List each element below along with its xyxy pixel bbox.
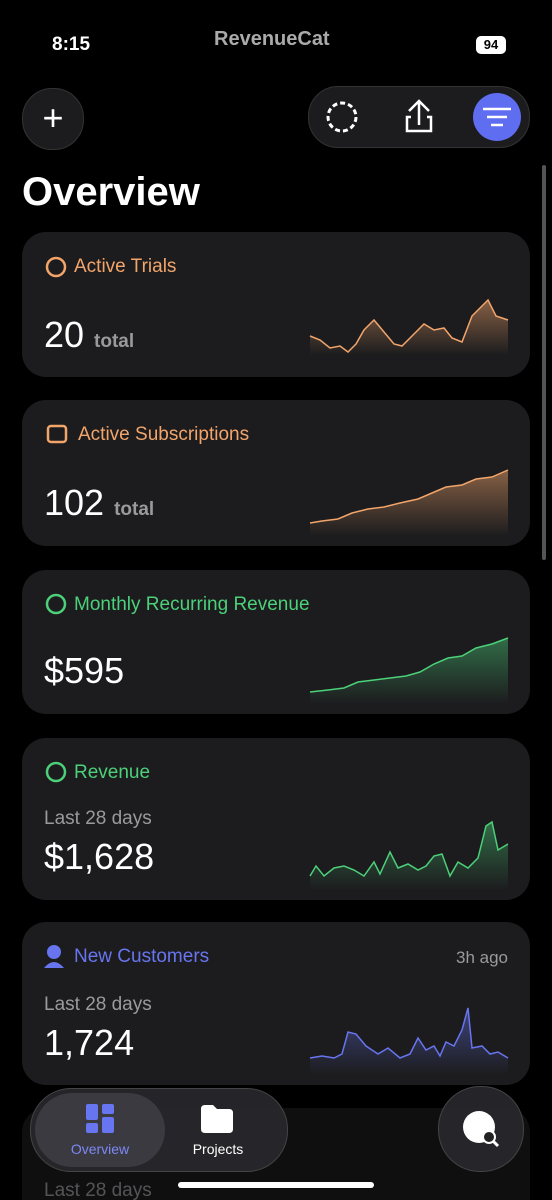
- card-updated: 3h ago: [456, 948, 508, 967]
- settings-icon[interactable]: [326, 101, 358, 133]
- scrollbar: [542, 165, 546, 560]
- toolbar: [308, 86, 530, 148]
- time: 8:15: [52, 34, 91, 55]
- home-indicator: [178, 1182, 374, 1188]
- search-icon: [463, 1111, 500, 1148]
- card-title: Monthly Recurring Revenue: [74, 594, 310, 615]
- card-unit: total: [114, 499, 155, 520]
- share-icon[interactable]: [405, 99, 433, 133]
- card[interactable]: Active Trials 20 total: [22, 232, 530, 377]
- card[interactable]: Revenue Last 28 days $1,628: [22, 738, 530, 900]
- tab-bar: Overview Projects: [30, 1088, 288, 1172]
- card[interactable]: Active Subscriptions 102 total: [22, 400, 530, 546]
- app-name: RevenueCat: [214, 28, 330, 50]
- card[interactable]: Monthly Recurring Revenue $595: [22, 570, 530, 714]
- overview-icon: [86, 1104, 114, 1133]
- sparkline: [45, 761, 509, 890]
- projects-icon: [201, 1105, 233, 1133]
- card-subtitle: Last 28 days: [44, 808, 152, 829]
- card-value: 102: [44, 482, 105, 523]
- sparkline: [44, 945, 509, 1075]
- search-button[interactable]: [438, 1086, 524, 1172]
- tab-selected: [35, 1093, 165, 1167]
- card-subtitle: Last 28 days: [44, 994, 152, 1015]
- sparkline: [46, 424, 509, 536]
- card-value: 1,724: [44, 1022, 135, 1063]
- add-button[interactable]: +: [22, 88, 84, 150]
- toolbar-icons: [326, 93, 521, 141]
- page-title: Overview: [22, 170, 200, 214]
- sparkline: [45, 256, 509, 355]
- card-value: $1,628: [44, 836, 155, 877]
- card-title: Revenue: [74, 762, 151, 783]
- battery: 94: [476, 36, 506, 54]
- card-title: Active Trials: [74, 256, 177, 277]
- filter-icon: [483, 107, 511, 127]
- card-value: 20: [44, 314, 85, 355]
- card-value: $595: [44, 650, 125, 691]
- card-title: Active Subscriptions: [78, 424, 250, 445]
- card-subtitle: Last 28 days: [44, 1180, 152, 1200]
- tab-label[interactable]: Projects: [192, 1141, 244, 1157]
- card[interactable]: New Customers 3h ago Last 28 days 1,724: [22, 922, 530, 1085]
- tab-label[interactable]: Overview: [70, 1141, 130, 1157]
- sparkline: [45, 593, 509, 704]
- card-title: New Customers: [74, 946, 210, 967]
- card-unit: total: [94, 331, 135, 352]
